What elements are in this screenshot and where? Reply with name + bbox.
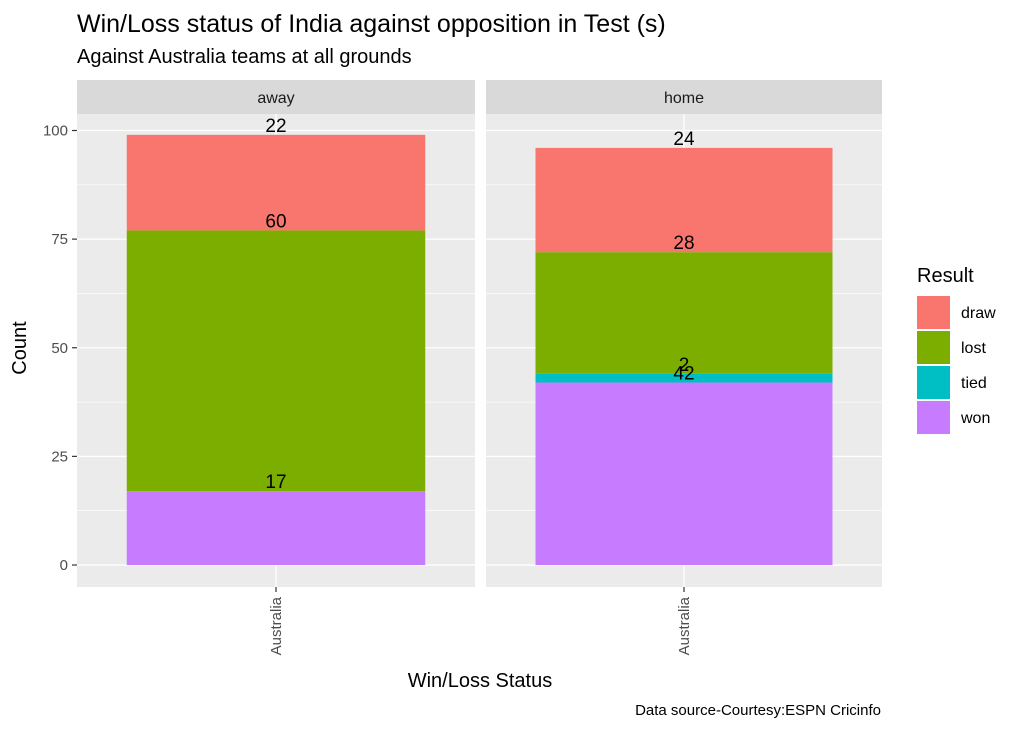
- facet-strip: [486, 80, 882, 114]
- data-label-lost: 28: [673, 233, 694, 254]
- y-tick-label: 0: [60, 557, 68, 574]
- bar-segment-draw: [126, 134, 426, 231]
- y-tick-label: 100: [43, 123, 68, 140]
- bar-segment-won: [126, 491, 426, 565]
- facet-strip-label: away: [257, 90, 294, 107]
- legend-label-draw: draw: [961, 305, 996, 322]
- y-tick-label: 25: [51, 448, 68, 465]
- y-axis-title: Count: [9, 321, 31, 375]
- legend-label-tied: tied: [961, 375, 987, 392]
- y-tick-label: 75: [51, 231, 68, 248]
- facet-strip: [77, 80, 475, 114]
- data-label-draw: 24: [673, 129, 695, 150]
- data-label-lost: 60: [265, 211, 286, 232]
- chart-subtitle: Against Australia teams at all grounds: [77, 46, 412, 68]
- legend-label-won: won: [960, 410, 990, 427]
- facet-strip-label: home: [664, 90, 704, 107]
- y-tick-label: 50: [51, 340, 68, 357]
- data-label-won: 42: [673, 364, 694, 385]
- facet-panel-away: away 17 60 22: [77, 80, 475, 587]
- legend-key-lost: [917, 331, 950, 364]
- bar-segment-lost: [126, 230, 426, 492]
- legend: Result draw lost tied won: [917, 265, 996, 434]
- data-label-won: 17: [265, 472, 286, 493]
- chart-title: Win/Loss status of India against opposit…: [77, 10, 666, 38]
- x-axis: Australia Australia: [268, 587, 693, 655]
- x-tick-label: Australia: [268, 596, 285, 655]
- data-label-draw: 22: [265, 116, 286, 137]
- legend-label-lost: lost: [961, 340, 986, 357]
- legend-key-won: [917, 401, 950, 434]
- bar-segment-won: [535, 382, 833, 565]
- x-tick-label: Australia: [676, 596, 693, 655]
- facet-panel-home: home 422 28 24: [486, 80, 882, 587]
- legend-key-tied: [917, 366, 950, 399]
- data-label-tied: 2: [679, 355, 690, 376]
- x-axis-title: Win/Loss Status: [408, 670, 553, 692]
- data-source-caption: Data source-Courtesy:ESPN Cricinfo: [635, 702, 881, 719]
- bar-segment-lost: [535, 252, 833, 374]
- y-axis: 0 25 50 75 100: [43, 123, 77, 574]
- legend-key-draw: [917, 296, 950, 329]
- legend-title: Result: [917, 265, 974, 287]
- bar-segment-draw: [535, 147, 833, 253]
- bar-segment-tied: [535, 373, 833, 383]
- facet-panels: away 17 60 22 home 422 28 24: [77, 80, 882, 587]
